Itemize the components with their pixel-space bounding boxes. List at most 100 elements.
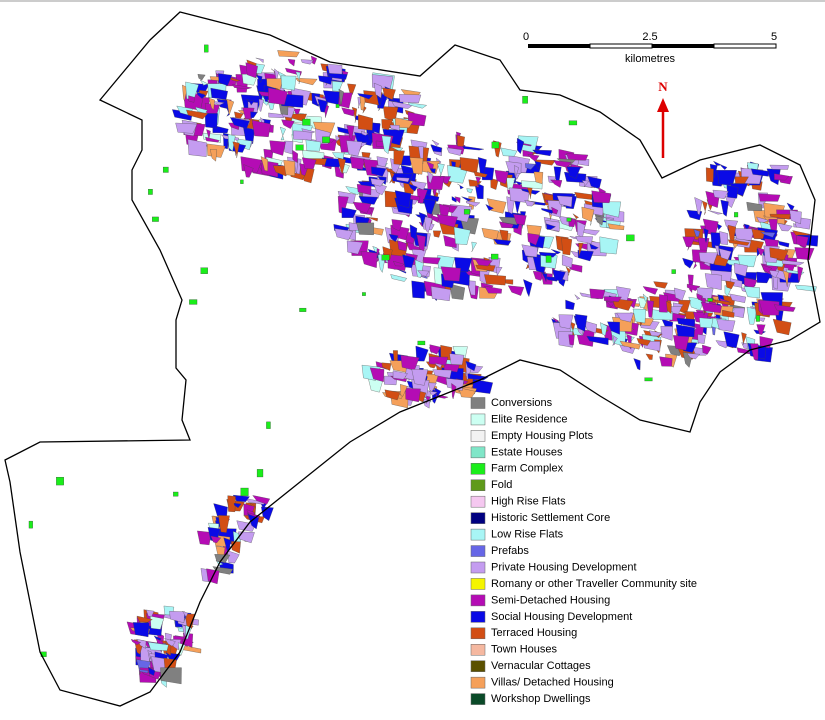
- land-use-patch: [337, 157, 346, 175]
- legend-label: Social Housing Development: [491, 611, 632, 623]
- land-use-patch: [527, 154, 540, 162]
- north-arrow: N: [657, 79, 669, 158]
- scale-segment: [652, 44, 714, 48]
- legend-swatch: [470, 644, 486, 656]
- legend-swatch: [470, 627, 486, 640]
- legend-label: Estate Houses: [491, 446, 563, 458]
- legend-label: Historic Settlement Core: [491, 512, 610, 524]
- land-use-patch: [466, 188, 473, 194]
- land-use-patch: [346, 240, 364, 255]
- land-use-patch: [572, 213, 579, 220]
- farm-patch: [644, 377, 653, 382]
- land-use-patch: [258, 98, 264, 112]
- land-use-patch: [737, 254, 757, 268]
- land-use-patch: [245, 62, 258, 79]
- legend-swatch: [470, 693, 486, 705]
- land-use-patch: [417, 270, 430, 277]
- land-use-patch: [423, 198, 437, 215]
- land-use-patch: [586, 335, 609, 346]
- land-use-patch: [357, 93, 374, 100]
- land-use-patch: [551, 206, 559, 215]
- land-use-patch: [400, 384, 408, 397]
- land-use-patch: [769, 213, 791, 220]
- land-use-patch: [232, 141, 240, 159]
- land-use-patch: [546, 223, 556, 230]
- land-use-patch: [408, 183, 418, 192]
- land-use-patch: [723, 331, 740, 349]
- land-use-patch: [789, 209, 802, 225]
- farm-patch: [490, 253, 499, 260]
- farm-patch: [362, 292, 366, 296]
- land-use-patch: [498, 216, 520, 225]
- land-use-patch: [270, 68, 276, 75]
- legend-swatch: [470, 594, 486, 607]
- land-use-patch: [646, 300, 654, 318]
- land-use-patch: [228, 76, 241, 82]
- land-use-patch: [443, 235, 457, 248]
- land-use-patch: [534, 160, 542, 170]
- land-use-patch: [371, 166, 387, 177]
- land-use-patch: [465, 200, 481, 207]
- land-use-patch: [696, 293, 703, 302]
- land-use-patch: [130, 639, 141, 646]
- land-use-patch: [674, 287, 686, 301]
- legend-label: High Rise Flats: [491, 496, 566, 508]
- land-use-patch: [148, 667, 156, 676]
- land-use-patch: [345, 186, 363, 195]
- land-use-patch: [507, 285, 525, 296]
- land-use-patch: [741, 332, 747, 346]
- land-use-patch: [702, 344, 712, 355]
- land-use-patch: [521, 180, 543, 190]
- land-use-patch: [283, 159, 296, 176]
- land-use-patch: [676, 317, 696, 327]
- legend-label: Fold: [491, 479, 512, 491]
- land-use-patch: [423, 257, 441, 265]
- land-use-patch: [429, 168, 436, 174]
- land-use-patch: [581, 206, 595, 222]
- land-use-patch: [255, 74, 263, 83]
- land-use-patch: [393, 150, 405, 165]
- land-use-patch: [399, 94, 422, 104]
- land-use-patch: [712, 160, 722, 166]
- land-use-patch: [465, 360, 477, 372]
- land-use-patch: [756, 324, 766, 335]
- land-use-patch: [782, 270, 789, 287]
- land-use-patch: [440, 266, 461, 282]
- land-use-patch: [746, 201, 763, 211]
- legend-swatch: [470, 660, 486, 672]
- land-use-patch: [391, 101, 413, 109]
- land-use-patch: [568, 334, 575, 346]
- land-use-patch: [197, 530, 212, 546]
- land-use-patch: [396, 268, 407, 274]
- farm-patch: [240, 179, 244, 184]
- land-use-patch: [430, 286, 451, 301]
- land-use-patch: [547, 175, 557, 184]
- land-use-patch: [777, 222, 793, 232]
- land-use-patch: [376, 94, 382, 111]
- land-use-patch: [392, 370, 408, 380]
- land-use-patch: [533, 171, 544, 185]
- land-use-patch: [402, 254, 415, 268]
- land-use-patch: [473, 171, 488, 178]
- land-use-patch: [453, 226, 471, 245]
- land-use-patches: [28, 44, 819, 688]
- land-use-patch: [295, 77, 318, 86]
- land-use-patch: [517, 137, 525, 154]
- land-use-patch: [451, 196, 457, 203]
- land-use-patch: [666, 300, 672, 314]
- land-use-patch: [415, 345, 429, 362]
- land-use-patch: [341, 207, 357, 218]
- legend-swatch: [470, 446, 486, 459]
- land-use-patch: [462, 145, 484, 151]
- land-use-patch: [132, 622, 150, 638]
- farm-patch: [295, 144, 304, 151]
- farm-patch: [568, 120, 578, 126]
- land-use-patch: [756, 216, 769, 223]
- land-use-patch: [446, 147, 463, 156]
- land-use-patch: [703, 228, 709, 244]
- legend-swatch: [470, 463, 486, 475]
- land-use-patch: [697, 334, 706, 344]
- land-use-patch: [712, 189, 729, 200]
- land-use-patch: [686, 353, 701, 360]
